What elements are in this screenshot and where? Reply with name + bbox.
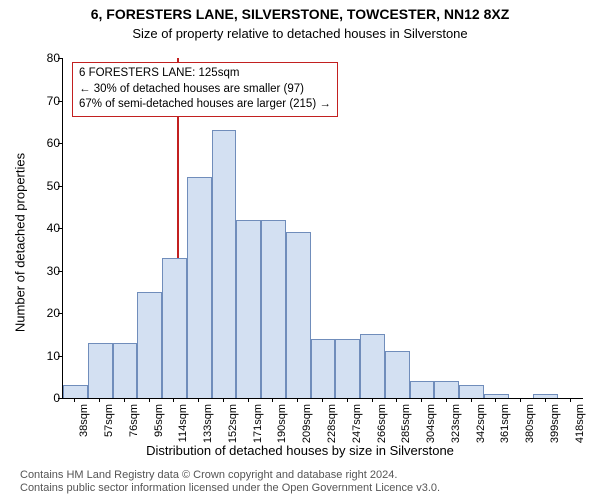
histogram-bar (311, 339, 336, 399)
footer-attribution: Contains HM Land Registry data © Crown c… (0, 469, 600, 497)
y-tick-label: 80 (32, 51, 60, 65)
histogram-bar (88, 343, 113, 398)
annotation-line-2: ← 30% of detached houses are smaller (97… (79, 82, 331, 98)
y-tick-mark (58, 101, 62, 102)
y-tick-mark (58, 271, 62, 272)
histogram-bar (236, 220, 261, 399)
x-tick-label: 323sqm (450, 404, 462, 443)
histogram-bar (410, 381, 435, 398)
x-tick-label: 38sqm (78, 404, 90, 437)
annotation-box: 6 FORESTERS LANE: 125sqm ← 30% of detach… (72, 62, 338, 117)
x-tick-mark (396, 398, 397, 402)
histogram-bar (212, 130, 237, 398)
y-tick-mark (58, 143, 62, 144)
x-tick-label: 171sqm (252, 404, 264, 443)
x-tick-label: 266sqm (376, 404, 388, 443)
x-tick-mark (99, 398, 100, 402)
histogram-bar (360, 334, 385, 398)
histogram-bar (434, 381, 459, 398)
histogram-bar (187, 177, 212, 398)
x-tick-mark (372, 398, 373, 402)
x-tick-label: 209sqm (301, 404, 313, 443)
y-tick-label: 50 (32, 179, 60, 193)
x-tick-label: 247sqm (351, 404, 363, 443)
x-tick-label: 304sqm (425, 404, 437, 443)
annotation-line-1: 6 FORESTERS LANE: 125sqm (79, 66, 331, 82)
y-tick-label: 0 (32, 391, 60, 405)
histogram-bar (459, 385, 484, 398)
x-tick-label: 285sqm (400, 404, 412, 443)
histogram-bar (261, 220, 286, 399)
histogram-bar (63, 385, 88, 398)
chart-title-line1: 6, FORESTERS LANE, SILVERSTONE, TOWCESTE… (0, 6, 600, 22)
x-tick-mark (272, 398, 273, 402)
y-tick-label: 40 (32, 221, 60, 235)
histogram-bar (533, 394, 558, 398)
x-tick-label: 114sqm (177, 404, 189, 442)
y-tick-mark (58, 58, 62, 59)
x-tick-mark (248, 398, 249, 402)
x-tick-label: 342sqm (475, 404, 487, 443)
x-tick-mark (495, 398, 496, 402)
x-tick-mark (124, 398, 125, 402)
y-tick-label: 30 (32, 264, 60, 278)
histogram-bar (162, 258, 187, 398)
y-tick-mark (58, 228, 62, 229)
annotation-line-3: 67% of semi-detached houses are larger (… (79, 97, 331, 113)
x-tick-mark (471, 398, 472, 402)
footer-line-1: Contains HM Land Registry data © Crown c… (20, 469, 600, 483)
x-tick-label: 190sqm (276, 404, 288, 443)
chart-title-line2: Size of property relative to detached ho… (0, 26, 600, 41)
x-tick-mark (223, 398, 224, 402)
y-axis-label: Number of detached properties (13, 113, 28, 373)
x-tick-label: 95sqm (153, 404, 165, 437)
x-axis-label: Distribution of detached houses by size … (0, 443, 600, 458)
x-tick-label: 133sqm (202, 404, 214, 443)
x-tick-mark (173, 398, 174, 402)
x-tick-mark (421, 398, 422, 402)
x-tick-label: 228sqm (326, 404, 338, 443)
x-tick-mark (446, 398, 447, 402)
x-tick-label: 380sqm (524, 404, 536, 443)
x-tick-label: 361sqm (499, 404, 511, 443)
x-tick-mark (347, 398, 348, 402)
x-tick-label: 418sqm (574, 404, 586, 443)
y-tick-mark (58, 186, 62, 187)
x-tick-label: 399sqm (549, 404, 561, 443)
x-tick-label: 57sqm (103, 404, 115, 437)
y-tick-label: 10 (32, 349, 60, 363)
x-tick-mark (149, 398, 150, 402)
histogram-bar (385, 351, 410, 398)
x-tick-mark (570, 398, 571, 402)
x-tick-mark (545, 398, 546, 402)
x-tick-mark (74, 398, 75, 402)
y-tick-mark (58, 313, 62, 314)
x-tick-mark (198, 398, 199, 402)
footer-line-2: Contains public sector information licen… (20, 482, 600, 496)
x-tick-label: 152sqm (227, 404, 239, 443)
x-tick-mark (322, 398, 323, 402)
y-tick-label: 60 (32, 136, 60, 150)
y-tick-label: 20 (32, 306, 60, 320)
histogram-bar (335, 339, 360, 399)
histogram-bar (286, 232, 311, 398)
y-tick-mark (58, 398, 62, 399)
x-tick-label: 76sqm (128, 404, 140, 437)
y-tick-mark (58, 356, 62, 357)
histogram-chart: 6, FORESTERS LANE, SILVERSTONE, TOWCESTE… (0, 0, 600, 500)
histogram-bar (113, 343, 138, 398)
x-tick-mark (520, 398, 521, 402)
y-tick-label: 70 (32, 94, 60, 108)
x-tick-mark (297, 398, 298, 402)
histogram-bar (137, 292, 162, 398)
